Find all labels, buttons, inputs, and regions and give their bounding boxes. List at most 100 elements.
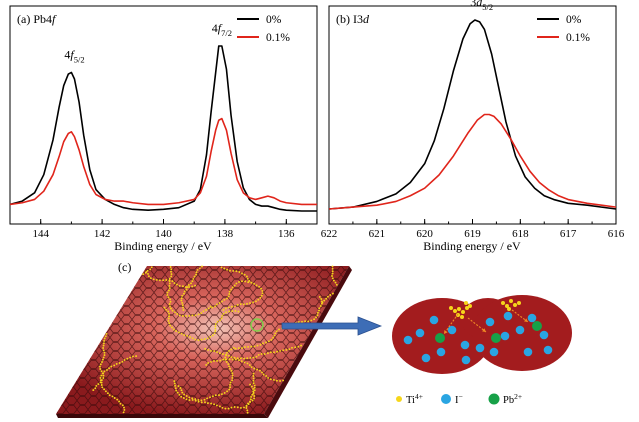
ti-dot [265,375,268,377]
ti-dot [294,346,297,349]
ti-dot [214,325,217,328]
ti-dot [229,367,231,370]
ti-dot [319,305,322,307]
ti-dot [204,347,207,350]
ti-dot [300,344,303,347]
ti-dot [180,299,183,302]
ti-dot [249,401,251,403]
ti-dot [216,351,219,354]
ti-dot [207,348,210,351]
ti-dot [185,288,188,291]
ti-dot [168,277,171,280]
ti-dot [98,365,101,368]
ti-dot [168,280,171,282]
ti-dot [183,393,186,396]
ti-dot [200,399,203,402]
ti-dot [242,303,245,306]
ti-dot [252,387,255,390]
ti-dot [165,308,168,311]
ti-dot [253,345,256,348]
series-line-0-1pct [9,117,317,206]
ti-dot [229,386,232,389]
ti-ion [513,303,517,307]
ti-ion [505,304,509,308]
lead-legend-marker [488,393,500,405]
ti-dot [100,370,103,373]
ti-dot [238,281,240,283]
ti-dot [255,300,257,303]
ti-dot [173,380,176,383]
ti-dot [216,303,218,306]
ti-dot [197,313,200,316]
ti-dot [236,357,239,360]
ti-dot [272,378,275,381]
ti-dot [224,356,227,359]
ti-dot [246,411,249,414]
ti-dot [245,275,248,278]
ti-dot [103,339,106,342]
ti-dot [301,320,303,323]
ti-dot [246,357,249,360]
ti-dot [224,358,227,361]
ti-dot [206,397,209,400]
ti-dot [247,345,250,348]
ti-dot [118,400,121,403]
ti-dot [235,282,238,285]
ti-dot [197,339,200,342]
ti-dot [276,350,279,353]
ti-dot [246,409,249,412]
ti-dot [183,290,186,293]
ti-dot [181,304,184,307]
ti-dot [113,364,116,367]
ti-dot [167,310,170,313]
ti-dot [269,351,272,354]
ti-dot [225,361,228,363]
ti-dot [180,389,183,392]
ti-dot [149,277,152,280]
ti-dot [243,346,246,349]
ti-dot [252,356,255,359]
ti-dot [198,267,201,270]
ti-dot [193,275,196,278]
ti-dot [94,387,97,390]
ti-dot [115,362,118,365]
ti-dot [180,332,183,335]
ti-dot [167,289,170,292]
ti-dot [218,394,220,397]
ti-dot [132,355,134,358]
ti-dot [106,392,109,395]
ti-dot [307,320,310,323]
ti-dot [229,269,231,272]
x-tick-label: 138 [217,228,234,240]
ti-dot [248,279,251,282]
ti-dot [265,341,268,344]
ti-dot [231,358,234,361]
ti-dot [252,375,255,377]
ti-dot [331,275,333,277]
ti-dot [232,346,235,349]
ti-dot [291,346,293,349]
ti-dot [252,392,255,395]
ti-dot [221,353,224,356]
ti-dot [168,322,171,325]
ti-dot [237,310,240,313]
panel-c-schematic: (c) Ti4+ I− Pb2+ [56,260,572,418]
ti-ion [517,301,521,305]
ti-dot [168,284,171,287]
ti-dot [243,406,245,409]
iodide-ion [485,317,495,327]
ti-dot [178,284,181,287]
ti-dot [181,294,184,297]
ti-dot [250,366,253,369]
ti-dot [187,284,190,286]
ti-dot [222,358,225,361]
ti-dot [172,328,175,331]
ti-dot [101,386,104,389]
ti-dot [234,309,237,312]
ti-dot [227,306,230,309]
ti-dot [261,289,264,292]
ti-dot [316,314,319,317]
ti-dot [207,307,210,310]
ti-dot [121,360,124,363]
ti-dot [167,296,170,299]
